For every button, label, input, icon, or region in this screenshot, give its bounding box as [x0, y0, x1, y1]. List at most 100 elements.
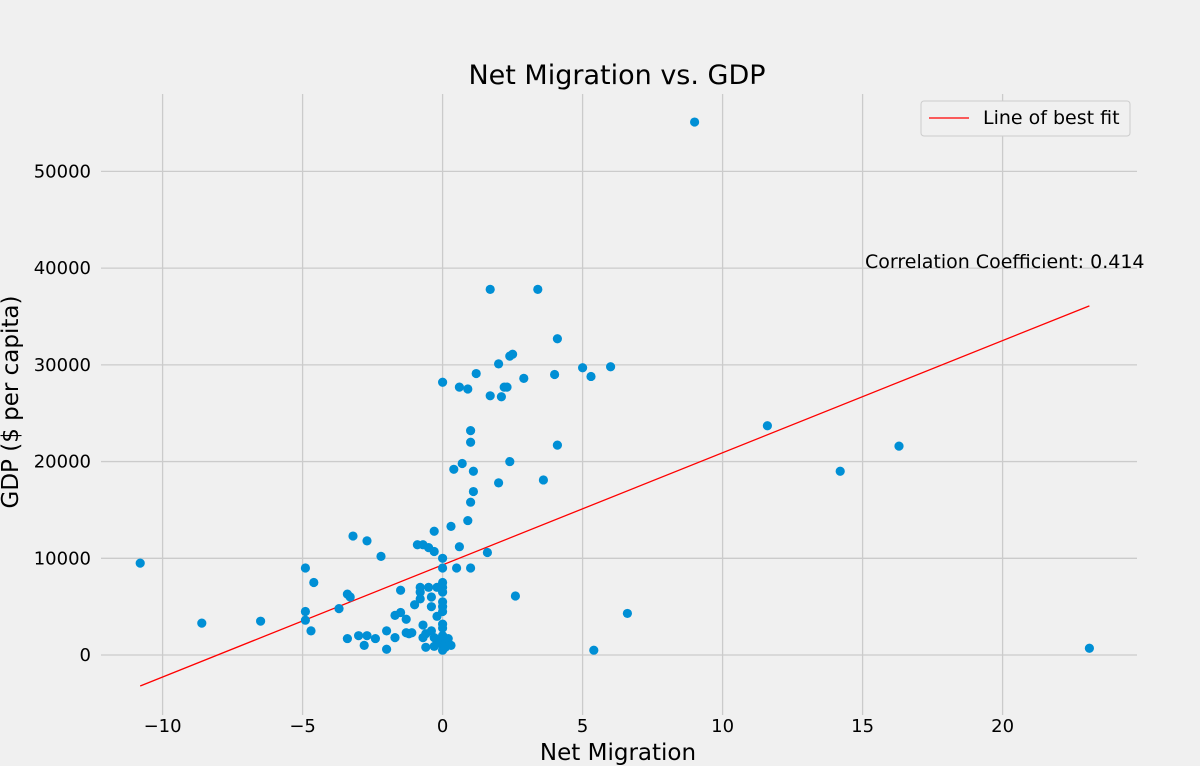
data-point	[454, 542, 464, 552]
data-point	[468, 486, 478, 497]
best-fit-line	[139, 305, 1090, 687]
data-point	[466, 497, 476, 507]
data-point	[690, 117, 700, 127]
data-point	[471, 368, 481, 379]
data-point	[835, 466, 845, 476]
data-points	[135, 117, 1094, 655]
x-tick-label: 20	[991, 716, 1014, 737]
data-point	[502, 382, 512, 392]
y-tick-label: 20000	[34, 452, 91, 473]
x-axis-label: Net Migration	[540, 740, 696, 766]
data-point	[309, 577, 319, 588]
data-point	[438, 602, 448, 612]
data-point	[382, 626, 392, 636]
correlation-annotation: Correlation Coefficient: 0.414	[865, 251, 1145, 273]
tick-labels: −10 −5 0 5 10 15 20 0 10000 20000 30000 40000 50000	[34, 161, 1014, 737]
data-point	[197, 618, 207, 628]
legend-box	[920, 100, 1131, 137]
data-point	[482, 547, 492, 558]
data-point	[505, 456, 515, 467]
data-point	[533, 284, 543, 294]
data-point	[300, 563, 310, 573]
data-point	[438, 377, 448, 387]
data-point	[446, 521, 456, 531]
data-point	[334, 603, 344, 614]
data-point	[370, 633, 380, 644]
data-point	[415, 587, 425, 597]
data-point	[550, 369, 560, 380]
data-point	[485, 391, 495, 401]
data-point	[429, 641, 439, 651]
best-fit-layer	[139, 305, 1090, 687]
data-point	[426, 592, 436, 602]
data-point	[359, 640, 369, 650]
data-point	[762, 421, 773, 431]
data-point	[454, 382, 464, 392]
data-point	[438, 577, 448, 588]
y-tick-label: 30000	[34, 355, 91, 376]
data-point	[418, 620, 428, 630]
data-point	[396, 585, 406, 595]
data-point	[485, 284, 495, 294]
data-point	[300, 606, 310, 617]
data-point	[446, 640, 456, 650]
data-point	[438, 587, 448, 597]
data-point	[606, 362, 616, 372]
data-point	[586, 371, 596, 382]
x-tick-label: 15	[851, 716, 874, 737]
data-point	[415, 594, 425, 604]
data-point	[589, 645, 599, 655]
data-point	[507, 349, 518, 359]
x-tick-label: 10	[711, 716, 734, 737]
data-point	[410, 600, 420, 610]
data-point	[256, 616, 266, 626]
y-axis-label: GDP ($ per capita)	[0, 296, 24, 509]
data-point	[494, 478, 504, 488]
data-point	[390, 633, 400, 643]
data-point	[463, 384, 473, 394]
x-tick-label: 0	[437, 716, 448, 737]
data-point	[376, 551, 386, 561]
data-point	[421, 642, 431, 652]
data-point	[466, 426, 476, 436]
x-tick-label: −5	[289, 716, 316, 737]
data-point	[438, 563, 448, 573]
data-point	[362, 631, 372, 641]
y-tick-label: 40000	[34, 258, 91, 279]
data-point	[578, 363, 588, 373]
data-point	[457, 458, 467, 469]
data-point	[345, 592, 355, 602]
data-point	[466, 437, 476, 447]
data-point	[429, 526, 439, 536]
data-point	[622, 608, 633, 619]
data-point	[300, 615, 310, 625]
data-point	[452, 563, 462, 573]
data-point	[496, 392, 506, 402]
data-point	[382, 644, 392, 654]
y-tick-label: 50000	[34, 161, 91, 182]
data-point	[362, 536, 372, 546]
y-tick-label: 10000	[34, 548, 91, 569]
data-point	[396, 607, 406, 618]
data-point	[894, 441, 904, 451]
data-point	[438, 623, 448, 633]
data-point	[466, 563, 476, 573]
data-point	[1084, 643, 1094, 653]
data-point	[407, 628, 417, 638]
data-point	[463, 515, 473, 526]
data-point	[306, 626, 316, 636]
data-point	[429, 546, 439, 557]
data-point	[424, 582, 434, 592]
data-point	[519, 373, 529, 383]
data-point	[552, 334, 563, 344]
data-point	[438, 553, 448, 563]
chart-title: Net Migration vs. GDP	[468, 60, 765, 91]
legend: Line of best fit	[920, 100, 1131, 137]
data-point	[348, 531, 358, 541]
x-tick-label: 5	[577, 716, 588, 737]
data-point	[449, 464, 459, 474]
data-point	[538, 475, 549, 485]
data-point	[552, 440, 563, 450]
data-point	[354, 631, 364, 641]
data-point	[494, 359, 504, 369]
